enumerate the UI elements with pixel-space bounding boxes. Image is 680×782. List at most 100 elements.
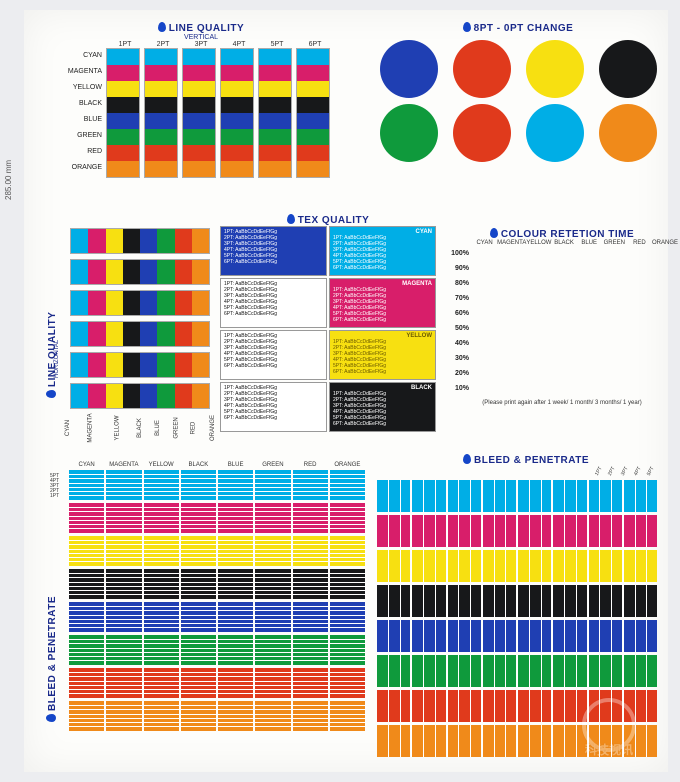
color-cell bbox=[123, 384, 140, 408]
bpl-head: GREEN bbox=[254, 462, 291, 468]
color-cell bbox=[106, 291, 123, 315]
tex-box: BLACK1PT: AaBbCcDdEeFfGg2PT: AaBbCcDdEeF… bbox=[329, 382, 436, 432]
bpl-bar bbox=[330, 668, 365, 698]
bpl-bar bbox=[255, 701, 290, 731]
bpl-block bbox=[68, 569, 366, 599]
color-cell bbox=[123, 229, 140, 253]
lqv-col-head: 4PT bbox=[220, 41, 258, 48]
bpr-bar bbox=[553, 585, 586, 617]
bpr-bar bbox=[412, 725, 445, 757]
bpl-head: BLUE bbox=[217, 462, 254, 468]
bpr-bar bbox=[448, 725, 481, 757]
circles-title: 8PT - 0PT CHANGE bbox=[372, 22, 664, 34]
color-stripe bbox=[221, 161, 253, 177]
color-stripe bbox=[145, 81, 177, 97]
bpr-bar bbox=[624, 585, 657, 617]
bpl-block bbox=[68, 668, 366, 698]
ret-head: BLACK bbox=[551, 240, 576, 246]
lqv-column bbox=[182, 48, 216, 178]
bpl-head: ORANGE bbox=[329, 462, 366, 468]
lqv-column bbox=[106, 48, 140, 178]
tex-title: TEX QUALITY bbox=[220, 214, 436, 226]
bpl-bar bbox=[181, 701, 216, 731]
color-cell bbox=[88, 353, 105, 377]
bpr-bar bbox=[553, 480, 586, 512]
bpr-bar bbox=[377, 550, 410, 582]
ret-head: BLUE bbox=[577, 240, 602, 246]
bpl-bar bbox=[330, 701, 365, 731]
color-stripe bbox=[259, 81, 291, 97]
bpl-block bbox=[68, 536, 366, 566]
bpr-bar bbox=[448, 655, 481, 687]
bpr-head: MAGENTA bbox=[666, 528, 680, 542]
ret-title: COLOUR RETETION TIME bbox=[446, 228, 678, 240]
bpr-bar bbox=[518, 655, 551, 687]
color-stripe bbox=[221, 49, 253, 65]
lqh-col-labels: CYANMAGENTAYELLOWBLACKBLUEGREENREDORANGE bbox=[70, 414, 210, 442]
ret-row: 90% bbox=[446, 261, 678, 276]
bpr-bar bbox=[448, 550, 481, 582]
tex-box: YELLOW1PT: AaBbCcDdEeFfGg2PT: AaBbCcDdEe… bbox=[329, 330, 436, 380]
bpl-bar bbox=[330, 602, 365, 632]
bpr-bar bbox=[377, 515, 410, 547]
bpr-bar bbox=[377, 655, 410, 687]
color-stripe bbox=[297, 81, 329, 97]
bpl-block bbox=[68, 635, 366, 665]
bpr-bar bbox=[448, 690, 481, 722]
bpr-bar bbox=[624, 515, 657, 547]
color-stripe bbox=[107, 161, 139, 177]
color-stripe bbox=[183, 97, 215, 113]
color-cell bbox=[175, 260, 192, 284]
color-cell bbox=[71, 291, 88, 315]
bpr-bar bbox=[518, 515, 551, 547]
color-stripe bbox=[107, 97, 139, 113]
bpr-head: YELLOW bbox=[666, 562, 680, 576]
tex-box: 1PT: AaBbCcDdEeFfGg2PT: AaBbCcDdEeFfGg3P… bbox=[220, 278, 327, 328]
color-stripe bbox=[259, 65, 291, 81]
ret-percent: 50% bbox=[446, 325, 472, 332]
color-stripe bbox=[297, 49, 329, 65]
lqv-row-label: BLACK bbox=[56, 96, 106, 112]
color-stripe bbox=[107, 81, 139, 97]
bpl-bar bbox=[293, 668, 328, 698]
color-cell bbox=[175, 229, 192, 253]
ret-row: 10% bbox=[446, 381, 678, 396]
bpr-bar bbox=[483, 550, 516, 582]
height-ruler: 285.00 mm bbox=[4, 160, 13, 200]
color-cell bbox=[106, 353, 123, 377]
color-cell bbox=[88, 260, 105, 284]
bpl-bar bbox=[144, 536, 179, 566]
color-stripe bbox=[145, 97, 177, 113]
lqv-subtitle: VERTICAL bbox=[56, 34, 346, 41]
bpr-bar bbox=[624, 655, 657, 687]
bpl-bar bbox=[181, 569, 216, 599]
ret-percent: 100% bbox=[446, 250, 472, 257]
pt-change: 8PT - 0PT CHANGE bbox=[372, 22, 664, 162]
bpr-pt: 4PT bbox=[633, 465, 643, 477]
ret-percent: 90% bbox=[446, 265, 472, 272]
ret-percent: 20% bbox=[446, 370, 472, 377]
bpl-bar bbox=[144, 569, 179, 599]
lqv-row-label: RED bbox=[56, 144, 106, 160]
bpl-bar bbox=[330, 569, 365, 599]
bpl-bar bbox=[218, 635, 253, 665]
bpl-head: RED bbox=[292, 462, 329, 468]
bpr-bar bbox=[448, 585, 481, 617]
color-stripe bbox=[183, 161, 215, 177]
color-stripe bbox=[221, 113, 253, 129]
colour-retention: COLOUR RETETION TIME CYANMAGENTAYELLOWBL… bbox=[446, 228, 678, 406]
color-cell bbox=[192, 260, 209, 284]
bpl-bar bbox=[69, 569, 104, 599]
bpl-bar bbox=[218, 536, 253, 566]
ret-head: CYAN bbox=[472, 240, 497, 246]
color-stripe bbox=[183, 49, 215, 65]
tex-sample-line: 6PT: AaBbCcDdEeFfGg bbox=[333, 317, 432, 323]
bpr-pt: 2PT bbox=[607, 465, 617, 477]
ret-percent: 70% bbox=[446, 295, 472, 302]
color-cell bbox=[157, 260, 174, 284]
ret-head: ORANGE bbox=[652, 240, 678, 246]
color-cell bbox=[140, 229, 157, 253]
bpr-bar bbox=[518, 480, 551, 512]
tex-grid: 1PT: AaBbCcDdEeFfGg2PT: AaBbCcDdEeFfGg3P… bbox=[220, 226, 436, 432]
bpl-bar bbox=[218, 569, 253, 599]
